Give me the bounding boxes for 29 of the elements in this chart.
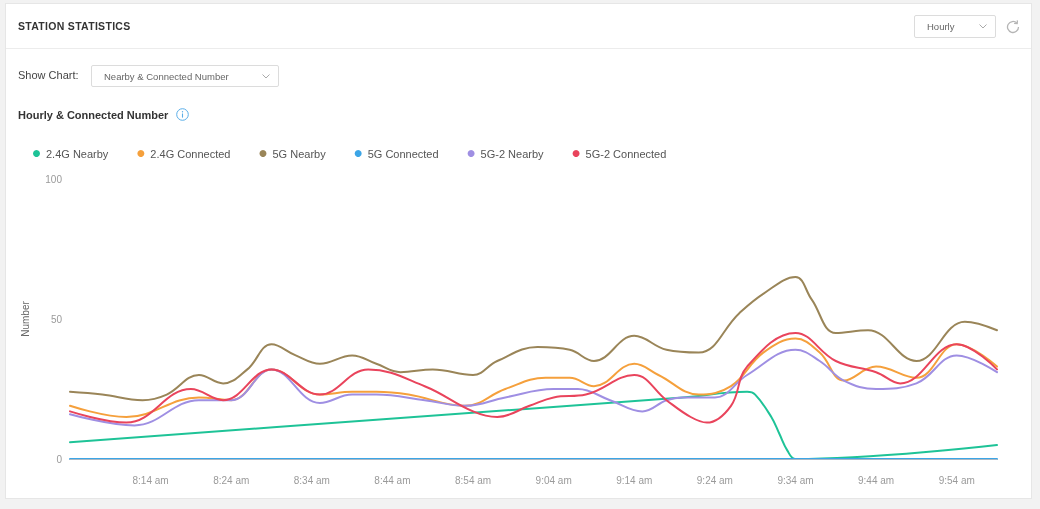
y-tick-label: 100 bbox=[45, 173, 63, 185]
text: Show Chart: bbox=[18, 69, 79, 81]
x-tick-label: 9:04 am bbox=[535, 474, 572, 486]
x-tick-label: 9:44 am bbox=[858, 474, 895, 486]
line-series bbox=[69, 390, 998, 460]
x-tick-label: 8:24 am bbox=[213, 474, 250, 486]
legend-label: 5G Connected bbox=[367, 147, 439, 160]
dropdown: Hourly bbox=[914, 15, 996, 38]
chart-subtitle: Hourly & Connected Number bbox=[18, 108, 169, 121]
line-series bbox=[69, 348, 998, 427]
x-tick-label: 9:24 am bbox=[696, 474, 733, 486]
x-tick-label: 9:54 am bbox=[938, 474, 975, 486]
chart-title: STATION STATISTICS bbox=[18, 20, 131, 32]
x-tick-label: 8:14 am bbox=[132, 474, 169, 486]
legend-label: 5G Nearby bbox=[272, 147, 327, 160]
dropdown: Nearby & Connected Number bbox=[91, 65, 279, 87]
legend-label: 5G-2 Nearby bbox=[480, 147, 545, 160]
legend-label: 2.4G Nearby bbox=[46, 147, 109, 160]
y-tick-label: 0 bbox=[56, 453, 63, 465]
legend-label: 2.4G Connected bbox=[150, 147, 231, 160]
y-tick-label: 50 bbox=[50, 313, 63, 325]
legend-label: 5G-2 Connected bbox=[585, 147, 667, 160]
x-tick-label: 9:14 am bbox=[616, 474, 653, 486]
x-tick-label: 9:34 am bbox=[777, 474, 814, 486]
line-series bbox=[69, 276, 998, 402]
x-tick-label: 8:54 am bbox=[454, 474, 492, 486]
y-axis-title: Number bbox=[19, 300, 31, 337]
x-tick-label: 8:34 am bbox=[293, 474, 330, 486]
x-tick-label: 8:44 am bbox=[374, 474, 411, 486]
